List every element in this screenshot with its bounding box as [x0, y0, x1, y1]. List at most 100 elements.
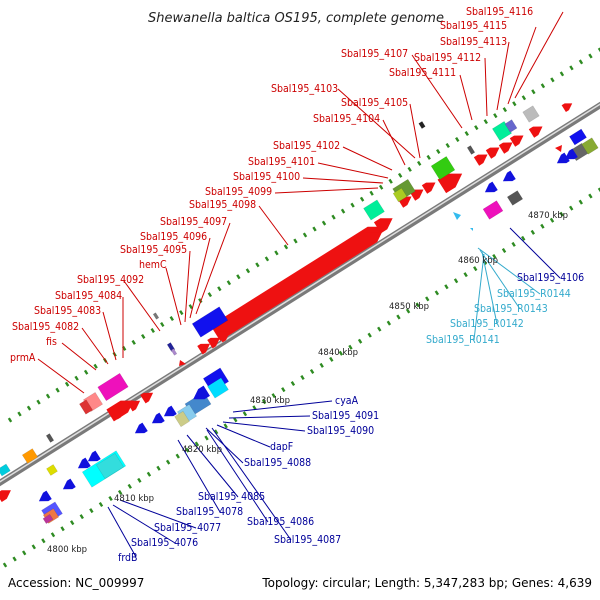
callout-line — [509, 227, 561, 279]
gene-label[interactable]: Sbal195_4105 — [341, 97, 408, 109]
gene-label[interactable]: Sbal195_4082 — [12, 321, 79, 333]
gene-label[interactable]: Sbal195_4085 — [198, 491, 265, 503]
gene-arrow — [437, 173, 463, 194]
callout-line — [342, 146, 393, 171]
gene-label[interactable]: Sbal195_4101 — [248, 156, 315, 168]
gene-box — [363, 199, 385, 221]
gene-label[interactable]: Sbal195_R0144 — [497, 288, 571, 300]
kbp-label-4850: 4850 kbp — [389, 302, 429, 312]
gene-label[interactable]: Sbal195_4106 — [517, 272, 584, 284]
kbp-label-4830: 4830 kbp — [250, 396, 290, 406]
gene-arrow — [528, 126, 543, 138]
gene-arrow — [473, 154, 488, 166]
tick-mark — [312, 226, 317, 232]
gene-label[interactable]: Sbal195_4115 — [440, 20, 507, 32]
tick-mark — [559, 71, 565, 77]
gene-label[interactable]: Sbal195_4088 — [244, 457, 311, 469]
gene-label[interactable]: Sbal195_4104 — [313, 113, 380, 125]
tick-mark — [293, 238, 298, 244]
gene-label[interactable]: fis — [46, 336, 57, 348]
gene-label[interactable]: Sbal195_R0142 — [450, 318, 524, 330]
gene-label[interactable]: Sbal195_4086 — [247, 516, 314, 528]
gene-label[interactable]: dapF — [270, 441, 293, 453]
gene-label[interactable]: Sbal195_4100 — [233, 171, 300, 183]
gene-arrow — [151, 412, 165, 424]
gene-arrow — [356, 232, 380, 250]
kbp-label-4870: 4870 kbp — [528, 211, 568, 221]
callout-line — [479, 249, 521, 310]
gene-label[interactable]: Sbal195_4083 — [34, 305, 101, 317]
tick-mark — [64, 381, 70, 387]
tick-mark — [233, 417, 238, 423]
tick-mark — [223, 423, 228, 429]
tick-mark — [188, 304, 193, 310]
gene-label[interactable]: Sbal195_4096 — [140, 231, 207, 243]
gene-label[interactable]: Sbal195_4112 — [414, 52, 481, 64]
gene-arrow — [564, 148, 578, 160]
tick-mark — [434, 290, 440, 296]
gene-label[interactable]: Sbal195_4099 — [205, 186, 272, 198]
tick-mark — [204, 435, 209, 441]
gene-label[interactable]: Sbal195_4111 — [389, 67, 456, 79]
gene-arrow — [485, 147, 500, 159]
gene-label[interactable]: Sbal195_4102 — [273, 140, 340, 152]
gene-label[interactable]: Sbal195_R0141 — [426, 334, 500, 346]
tick-mark — [264, 256, 270, 262]
tick-mark — [569, 205, 574, 211]
gene-label[interactable]: prmA — [10, 352, 36, 364]
gene-arrow — [179, 360, 186, 366]
gene-label[interactable]: Sbal195_4084 — [55, 290, 122, 302]
gene-label[interactable]: Sbal195_4095 — [120, 244, 187, 256]
tick-mark — [17, 411, 22, 417]
tick-mark — [501, 247, 507, 253]
tick-mark — [98, 502, 104, 508]
tick-mark — [150, 327, 155, 333]
gene-label[interactable]: Sbal195_4107 — [341, 48, 408, 60]
gene-label[interactable]: Sbal195_4116 — [466, 6, 533, 18]
gene-label[interactable]: Sbal195_4090 — [307, 425, 374, 437]
tick-mark — [319, 362, 324, 368]
tick-mark — [540, 223, 545, 229]
gene-label[interactable]: Sbal195_4076 — [131, 537, 198, 549]
tick-mark — [340, 208, 346, 214]
gene-label[interactable]: Sbal195_4091 — [312, 410, 379, 422]
gene-label[interactable]: cyaA — [335, 395, 359, 407]
tick-mark — [45, 393, 51, 399]
gene-label[interactable]: Sbal195_4103 — [271, 83, 338, 95]
gene-label[interactable]: Sbal195_4092 — [77, 274, 144, 286]
map-title: Shewanella baltica OS195, complete genom… — [148, 11, 444, 26]
gene-box — [152, 312, 160, 320]
tick-mark — [396, 314, 401, 320]
callout-line — [232, 400, 333, 413]
tick-mark — [309, 368, 315, 374]
gene-box — [170, 348, 178, 356]
callout-line — [107, 506, 137, 558]
tick-mark — [2, 562, 8, 568]
gene-label[interactable]: Sbal195_4097 — [160, 216, 227, 228]
tick-mark — [207, 292, 213, 298]
gene-label[interactable]: Sbal195_4113 — [440, 36, 507, 48]
gene-label[interactable]: Sbal195_R0143 — [474, 303, 548, 315]
callout-line — [302, 177, 384, 184]
tick-mark — [55, 387, 60, 393]
callout-line — [123, 280, 161, 332]
gene-label[interactable]: Sbal195_4078 — [176, 506, 243, 518]
tick-mark — [357, 338, 363, 344]
gene-label[interactable]: hemC — [139, 259, 167, 271]
tick-mark — [281, 387, 286, 393]
scale-labels: 4800 kbp 4810 kbp 4820 kbp 4830 kbp 4840… — [47, 211, 568, 555]
gene-label[interactable]: Sbal195_4098 — [189, 199, 256, 211]
tick-mark — [559, 211, 564, 217]
tick-mark — [453, 278, 459, 284]
tick-mark — [261, 399, 267, 405]
gene-label[interactable]: Sbal195_4077 — [154, 522, 221, 534]
gene-arrow — [421, 182, 436, 194]
gene-label[interactable]: Sbal195_4087 — [274, 534, 341, 546]
kbp-label-4810: 4810 kbp — [114, 494, 154, 504]
tick-mark — [367, 332, 372, 338]
tick-mark — [185, 447, 190, 453]
gene-label[interactable]: frdB — [118, 552, 138, 564]
tick-mark — [569, 65, 574, 71]
tick-mark — [331, 214, 336, 220]
gene-box — [482, 200, 504, 220]
